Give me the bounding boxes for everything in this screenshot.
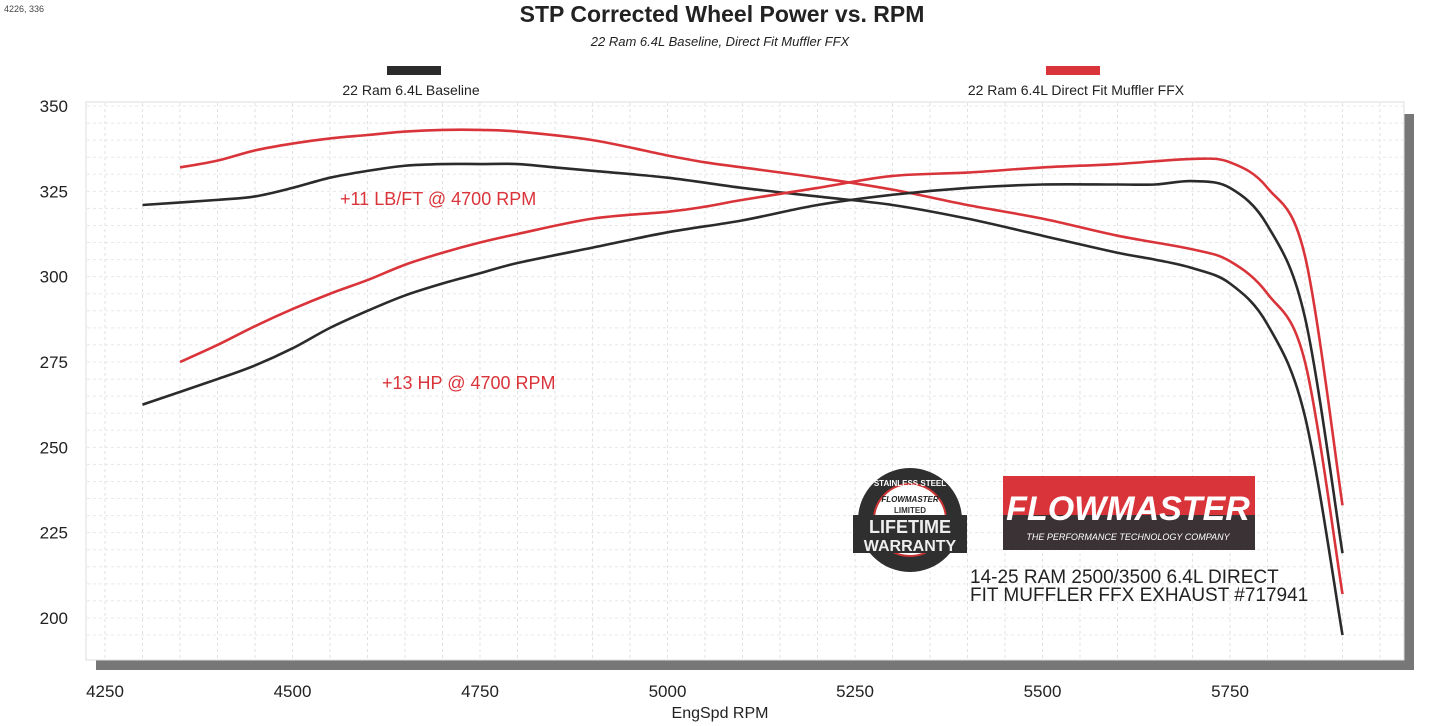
chart-subtitle: 22 Ram 6.4L Baseline, Direct Fit Muffler… bbox=[590, 34, 851, 49]
x-tick-label: 5750 bbox=[1211, 682, 1249, 701]
svg-text:FLOWMASTER: FLOWMASTER bbox=[1006, 490, 1250, 528]
series-lines bbox=[142, 128, 1344, 636]
y-tick-label: 325 bbox=[40, 182, 68, 201]
svg-text:THE PERFORMANCE TECHNOLOGY COM: THE PERFORMANCE TECHNOLOGY COMPANY bbox=[1026, 532, 1230, 542]
x-axis-label: EngSpd RPM bbox=[672, 705, 769, 722]
x-tick-label: 4500 bbox=[274, 682, 312, 701]
y-tick-label: 250 bbox=[40, 438, 68, 457]
x-tick-label: 4750 bbox=[461, 682, 499, 701]
legend-label-baseline: 22 Ram 6.4L Baseline bbox=[342, 82, 479, 98]
y-tick-label: 350 bbox=[40, 97, 68, 116]
svg-text:FLOWMASTER: FLOWMASTER bbox=[881, 495, 939, 504]
flowmaster-logo: FLOWMASTER THE PERFORMANCE TECHNOLOGY CO… bbox=[1003, 476, 1255, 550]
series-line-0 bbox=[142, 162, 1344, 636]
warranty-logo: STAINLESS STEEL FLOWMASTER LIMITED LIFET… bbox=[853, 468, 967, 572]
x-ticks: 4250 4500 4750 5000 5250 5500 5750 bbox=[86, 682, 1249, 701]
chart-title: STP Corrected Wheel Power vs. RPM bbox=[520, 1, 925, 27]
svg-text:LIMITED: LIMITED bbox=[894, 506, 926, 515]
x-tick-label: 4250 bbox=[86, 682, 124, 701]
x-tick-label: 5500 bbox=[1024, 682, 1062, 701]
product-line-1: 14-25 RAM 2500/3500 6.4L DIRECT bbox=[970, 567, 1279, 588]
product-line-2: FIT MUFFLER FFX EXHAUST #717941 bbox=[970, 585, 1308, 606]
corner-readout: 4226, 336 bbox=[4, 4, 44, 14]
y-tick-label: 200 bbox=[40, 609, 68, 628]
legend-label-ffx: 22 Ram 6.4L Direct Fit Muffler FFX bbox=[968, 82, 1185, 98]
series-line-3 bbox=[179, 157, 1344, 506]
legend-swatch-ffx bbox=[1046, 66, 1100, 75]
x-tick-label: 5000 bbox=[649, 682, 687, 701]
legend-swatch-baseline bbox=[387, 66, 441, 75]
svg-text:STAINLESS STEEL: STAINLESS STEEL bbox=[874, 479, 946, 488]
y-tick-label: 225 bbox=[40, 524, 68, 543]
svg-text:LIFETIME: LIFETIME bbox=[869, 517, 951, 537]
y-tick-label: 300 bbox=[40, 268, 68, 287]
annotation-hp: +13 HP @ 4700 RPM bbox=[382, 373, 556, 393]
svg-text:WARRANTY: WARRANTY bbox=[864, 538, 957, 555]
series-line-2 bbox=[142, 179, 1344, 554]
annotation-torque: +11 LB/FT @ 4700 RPM bbox=[340, 189, 536, 209]
grid bbox=[87, 103, 1403, 659]
y-tick-label: 275 bbox=[40, 353, 68, 372]
x-tick-label: 5250 bbox=[836, 682, 874, 701]
y-ticks: 200 225 250 275 300 325 350 bbox=[40, 97, 68, 628]
series-line-1 bbox=[179, 128, 1344, 595]
